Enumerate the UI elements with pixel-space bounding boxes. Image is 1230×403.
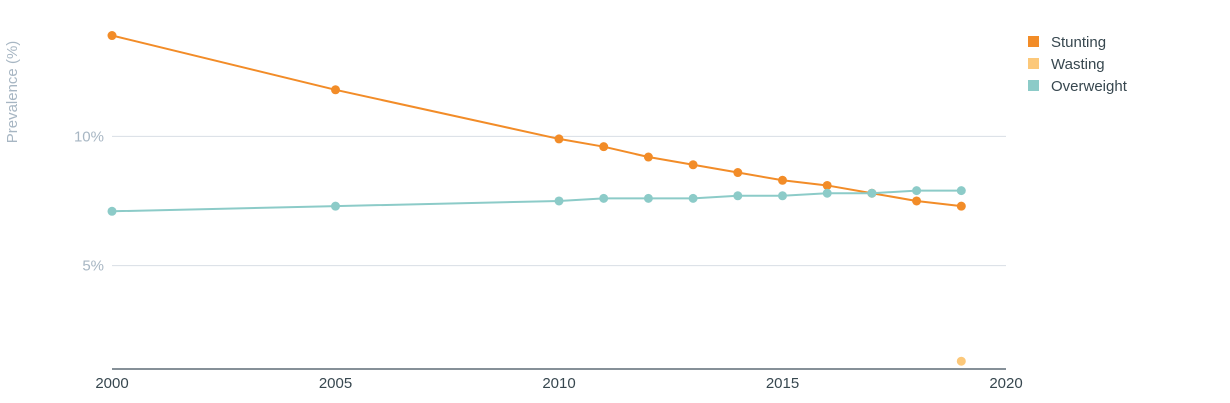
x-tick-label: 2010 xyxy=(542,375,575,392)
overweight-point xyxy=(822,188,832,198)
x-tick-label: 2005 xyxy=(319,375,352,392)
series-overweight xyxy=(107,186,966,216)
legend-label-overweight: Overweight xyxy=(1051,78,1128,95)
y-tick-label: 10% xyxy=(74,128,104,145)
overweight-point xyxy=(733,191,743,201)
overweight-line xyxy=(111,189,963,213)
overweight-point xyxy=(867,188,877,198)
stunting-line xyxy=(111,34,963,208)
stunting-point xyxy=(643,152,653,162)
overweight-point xyxy=(107,206,117,216)
legend-swatch-overweight xyxy=(1028,80,1039,91)
wasting-point xyxy=(956,356,966,366)
stunting-point xyxy=(599,142,609,152)
stunting-point xyxy=(778,175,787,185)
overweight-point xyxy=(643,193,653,203)
overweight-point xyxy=(599,193,609,203)
y-axis-title: Prevalence (%) xyxy=(4,41,21,144)
stunting-point xyxy=(956,201,966,211)
stunting-point xyxy=(331,85,340,95)
series-stunting xyxy=(107,31,966,211)
series-layer xyxy=(107,31,966,366)
x-tick-label: 2015 xyxy=(766,375,799,392)
stunting-point xyxy=(554,134,564,144)
overweight-point xyxy=(554,196,564,206)
legend-label-stunting: Stunting xyxy=(1051,34,1106,51)
stunting-point xyxy=(822,180,832,190)
legend-swatch-stunting xyxy=(1028,36,1039,47)
legend-swatch-wasting xyxy=(1028,58,1039,69)
stunting-point xyxy=(912,196,922,206)
x-tick-label: 2000 xyxy=(95,375,128,392)
overweight-point xyxy=(778,191,787,201)
series-wasting xyxy=(956,356,966,366)
legend: Stunting Wasting Overweight xyxy=(1028,34,1128,95)
overweight-point xyxy=(688,193,698,203)
legend-label-wasting: Wasting xyxy=(1051,56,1105,73)
axis-labels: 5% 10% 2000 2005 2010 2015 2020 Prevalence (%) xyxy=(4,41,1023,392)
overweight-point xyxy=(331,201,340,211)
overweight-point xyxy=(912,186,922,196)
stunting-point xyxy=(688,160,698,170)
x-tick-label: 2020 xyxy=(989,375,1022,392)
stunting-point xyxy=(107,31,117,41)
stunting-point xyxy=(733,168,743,178)
y-tick-label: 5% xyxy=(82,258,104,275)
overweight-point xyxy=(956,186,966,196)
